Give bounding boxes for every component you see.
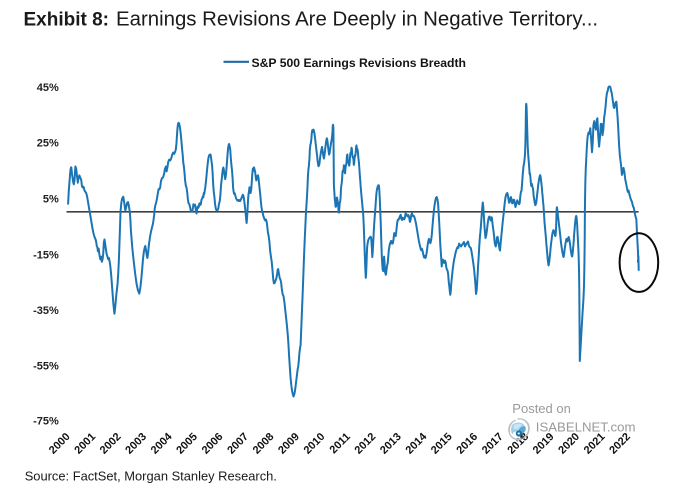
svg-text:Source: FactSet, Morgan Stanle: Source: FactSet, Morgan Stanley Research… [25, 469, 277, 484]
svg-text:5%: 5% [43, 193, 59, 205]
svg-text:45%: 45% [37, 82, 59, 94]
svg-text:25%: 25% [37, 137, 59, 149]
svg-text:ISABELNET.com: ISABELNET.com [536, 420, 636, 435]
svg-text:Exhibit 8:Earnings Revisions A: Exhibit 8: Earnings Revisions Are Deeply … [24, 9, 599, 31]
svg-text:-35%: -35% [33, 305, 59, 317]
svg-text:-55%: -55% [33, 360, 59, 372]
svg-text:-15%: -15% [33, 249, 59, 261]
svg-text:S&P 500 Earnings Revisions Bre: S&P 500 Earnings Revisions Breadth [252, 56, 467, 70]
svg-text:Posted on: Posted on [512, 401, 571, 416]
svg-text:-75%: -75% [33, 415, 59, 427]
